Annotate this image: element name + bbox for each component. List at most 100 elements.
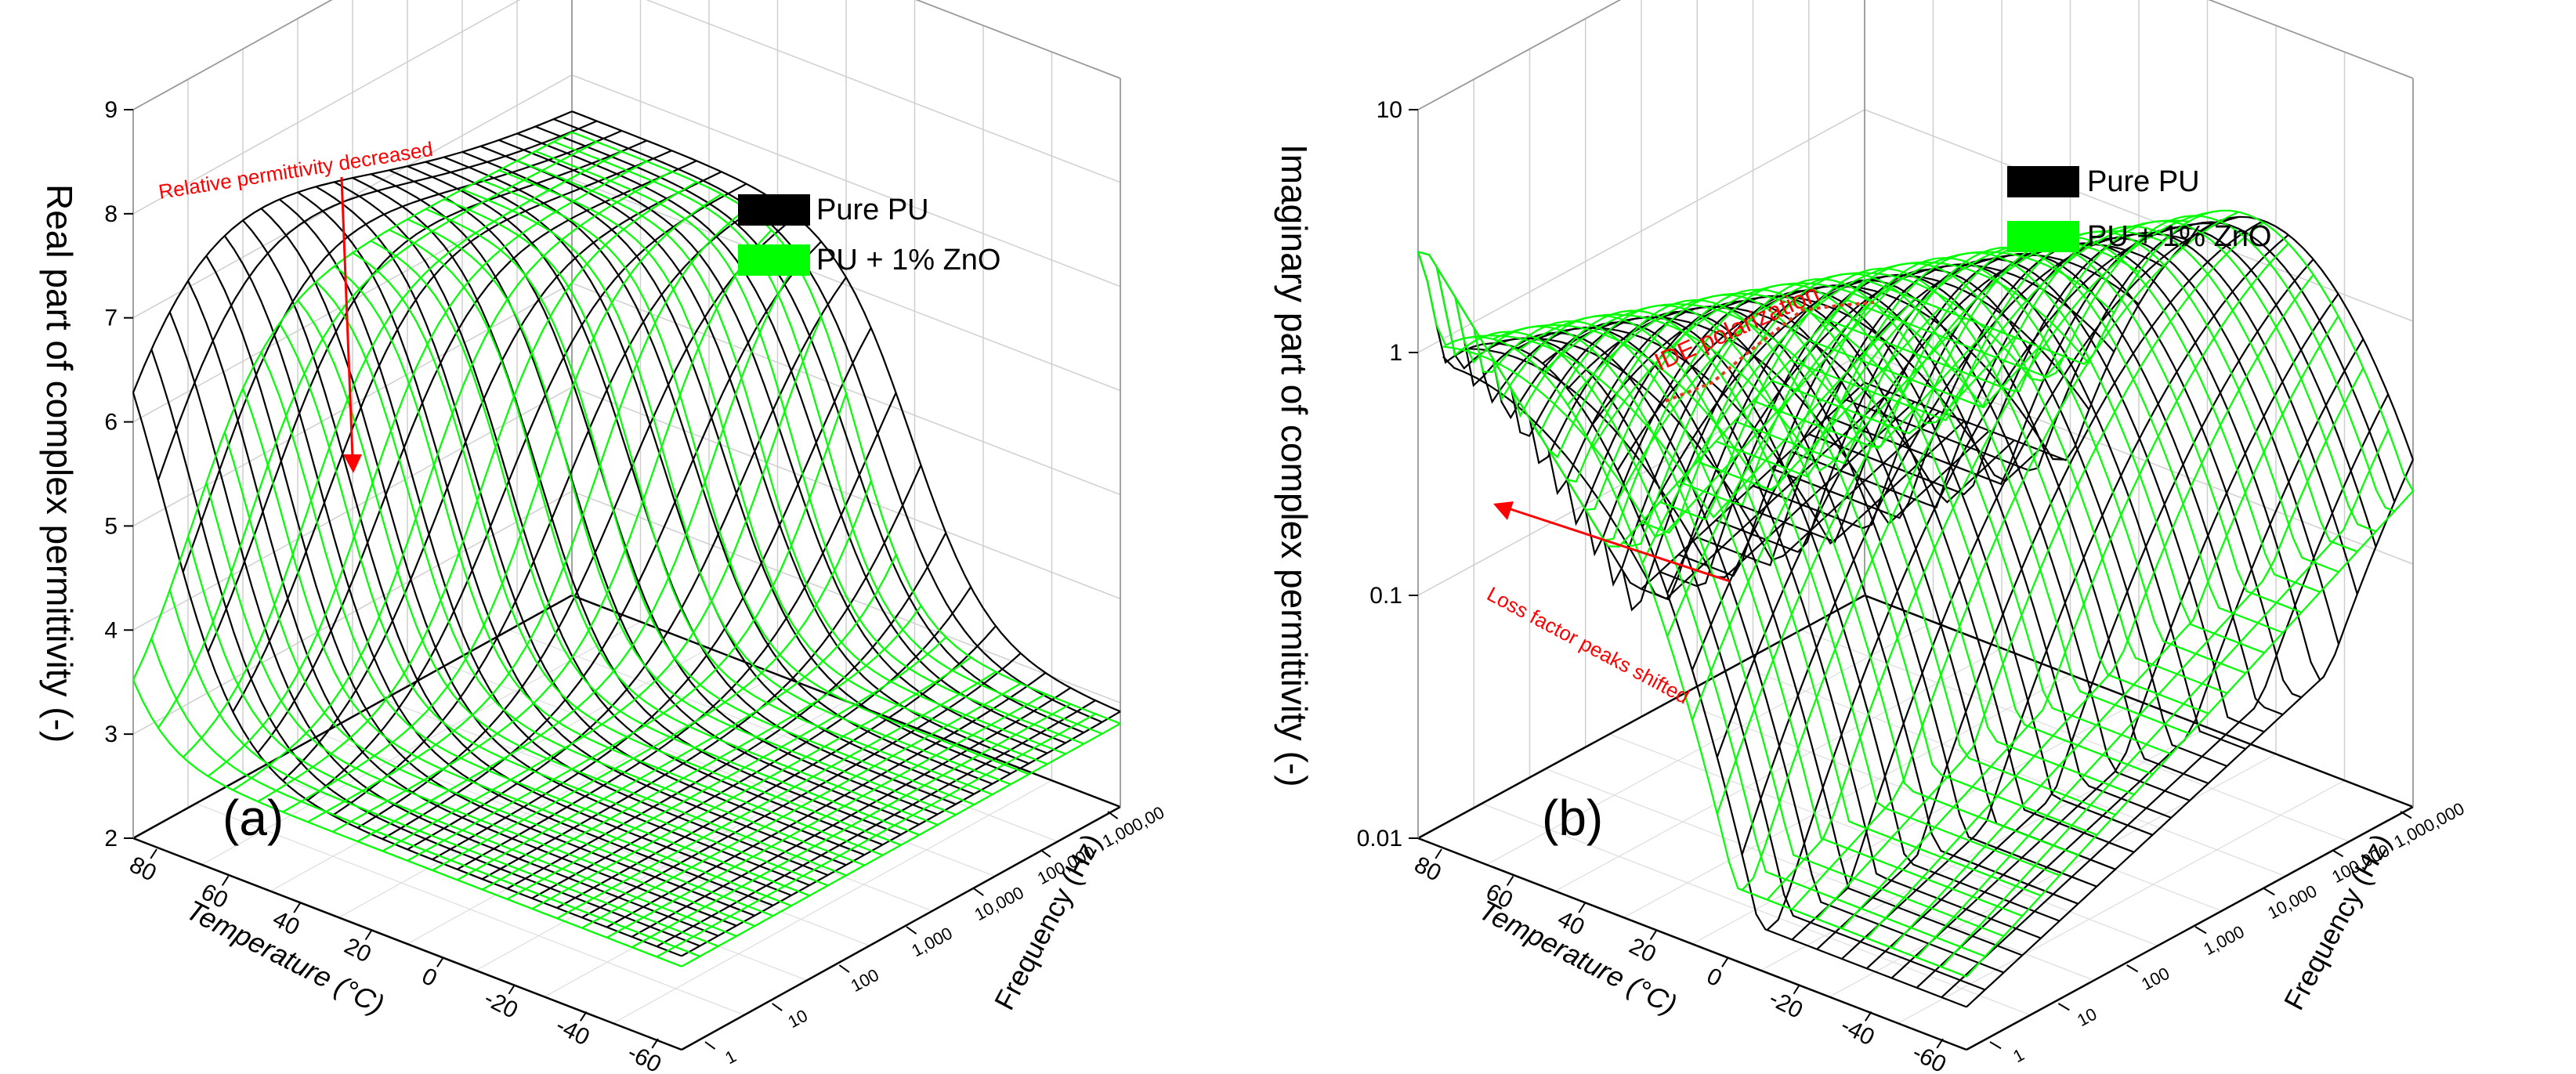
a-fticks-label-0: 1 <box>722 1046 740 1068</box>
b-legend-label-pu-zno: PU + 1% ZnO <box>2087 220 2271 253</box>
b-surf-green-line-t-1 <box>1442 288 1890 538</box>
a-gridline-z-2 <box>132 386 1121 631</box>
b-surf-black-line-t-22 <box>1966 459 2415 1008</box>
a-tticks-label-6: -40 <box>552 1012 594 1050</box>
a-surf-green-line-t-18 <box>581 682 1022 929</box>
a-tticks-mark-4 <box>436 956 444 967</box>
b-surf-green-line-t-14 <box>1766 211 2214 901</box>
a-surf-green-line-t-22 <box>681 722 1121 967</box>
b-tticks-label-5: -20 <box>1765 985 1807 1024</box>
a-zticks-label-1: 3 <box>104 721 118 747</box>
a-panel-label: (a) <box>223 790 284 846</box>
b-frame-edge-8 <box>2208 0 2414 79</box>
b-frame-edge-0 <box>1417 837 1967 1051</box>
a-fticks-mark-0 <box>704 1041 716 1050</box>
a-surf-green-line-f-23 <box>553 140 1103 735</box>
b-surf-black-line-t-4 <box>1517 327 1966 545</box>
a-surf-black-line-t-19 <box>606 672 1047 928</box>
a-z-axis-title: Real part of complex permittivity (-) <box>39 184 80 743</box>
b-fticks-mark-0 <box>1989 1041 2002 1050</box>
a-surf-green-line-t-14 <box>481 605 922 891</box>
b-tticks-label-7: -60 <box>1908 1040 1951 1074</box>
b-zticks-label-0: 10 <box>1377 97 1402 123</box>
a-tticks-mark-2 <box>293 902 301 913</box>
a-legend-swatch-pu-zno <box>738 244 810 276</box>
a-surf-black-line-t-3 <box>207 139 647 653</box>
b-surf-green-line-t-15 <box>1791 211 2239 910</box>
a-frame-edge-0 <box>132 837 682 1051</box>
a-surf-black-line-t-7 <box>307 183 747 801</box>
a-surf-black-line-t-22 <box>681 711 1121 957</box>
b-surf-black-line-t-5 <box>1542 316 1990 526</box>
b-floorline-t-5 <box>1760 727 2208 971</box>
b-floorline-f-2 <box>1545 768 2095 981</box>
a-surf-green-line-t-12 <box>432 480 872 871</box>
a-surf-black-line-t-1 <box>157 120 598 481</box>
b-surf-green-line-t-16 <box>1816 222 2264 920</box>
b-legend-swatch-pu-zno <box>2007 221 2079 252</box>
a-surf-black-line-t-21 <box>656 700 1096 948</box>
b-gridline-z-3 <box>1417 0 2414 110</box>
b-surf-green-line-t-3 <box>1492 307 1941 492</box>
a-floorline-t-7 <box>613 779 1052 1024</box>
b-surf-green-line-t-21 <box>1941 429 2390 968</box>
b-tticks-mark-5 <box>1793 984 1800 995</box>
b-fticks-label-6: 1,000,000 <box>2390 798 2467 852</box>
a-tticks-mark-3 <box>364 930 373 941</box>
a-tticks-label-7: -60 <box>624 1040 666 1074</box>
b-tticks-mark-6 <box>1865 1011 1872 1022</box>
a-legend-label-pu-zno: PU + 1% ZnO <box>816 244 1000 277</box>
b-frame-edge-2 <box>1417 594 1865 840</box>
a-surf-green-line-t-4 <box>232 170 672 791</box>
a-surf-green-line-t-19 <box>606 693 1047 938</box>
b-surf-green-line-t-18 <box>1865 274 2314 939</box>
b-surf-green-line-t-13 <box>1741 219 2189 891</box>
b-tticks-label-0: 80 <box>1410 852 1445 887</box>
a-floorline-f-4 <box>383 699 933 912</box>
b-surf-green-line-t-9 <box>1641 261 2090 564</box>
b-surf-black-line-t-17 <box>1841 233 2289 960</box>
a-fticks-mark-4 <box>973 888 984 896</box>
a-surf-green-line-t-21 <box>656 713 1096 958</box>
a-surf-black-line-t-15 <box>506 532 947 890</box>
a-fticks-label-2: 100 <box>848 965 882 996</box>
a-surf-black-line-t-16 <box>531 586 972 899</box>
b-panel-label: (b) <box>1542 790 1603 846</box>
a-surf-green-line-t-7 <box>307 208 747 823</box>
a-surf-black-line-t-17 <box>556 625 997 909</box>
a-surf-black-line-t-14 <box>481 465 922 881</box>
a-surf-green-line-t-1 <box>157 141 598 729</box>
b-floorline-t-1 <box>1486 621 1934 866</box>
a-surf-green-line-t-3 <box>207 161 648 777</box>
a-surf-green-line-t-6 <box>282 193 722 813</box>
b-fticks-mark-2 <box>2126 964 2139 973</box>
a-fticks-label-1: 10 <box>785 1006 811 1032</box>
a-surf-black-line-t-9 <box>356 215 798 829</box>
b-zticks-label-2: 0.1 <box>1369 583 1402 609</box>
a-surf-black-line-t-10 <box>382 240 822 840</box>
a-annotation-arrow-head <box>343 454 362 473</box>
b-tticks-label-4: 0 <box>1702 963 1726 992</box>
b-floorline-t-7 <box>1898 779 2345 1024</box>
b-tticks-mark-7 <box>1936 1038 1944 1049</box>
b-surf-black-line-t-12 <box>1716 243 2165 758</box>
a-zticks-label-7: 9 <box>104 97 118 123</box>
a-frame-edge-8 <box>915 0 1121 79</box>
b-zticks-label-1: 1 <box>1389 340 1402 366</box>
b-fticks-mark-6 <box>2400 811 2412 819</box>
b-surf-green-line-t-22 <box>1966 490 2414 978</box>
b-zticks-label-3: 0.01 <box>1357 826 1402 852</box>
b-surf-green-line-t-19 <box>1890 316 2339 949</box>
b-tticks-mark-4 <box>1721 956 1729 967</box>
b-tticks-label-3: 20 <box>1625 933 1660 968</box>
a-fticks-mark-6 <box>1107 811 1119 819</box>
a-legend-swatch-pure-pu <box>738 194 810 226</box>
b-tticks-label-6: -40 <box>1836 1012 1879 1050</box>
a-surf-green-line-t-16 <box>531 656 971 910</box>
